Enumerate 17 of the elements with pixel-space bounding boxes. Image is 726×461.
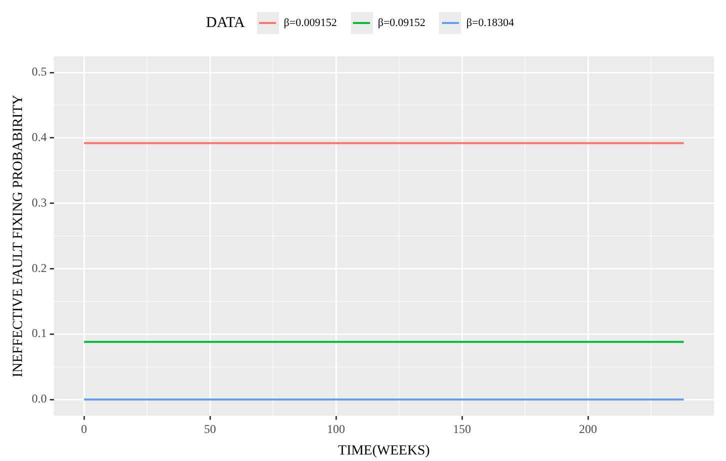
x-tick-label: 50 bbox=[204, 422, 216, 436]
legend-label: β=0.09152 bbox=[378, 17, 426, 29]
x-tick-label: 0 bbox=[81, 422, 88, 436]
y-tick-label: 0.1 bbox=[32, 326, 47, 340]
x-tick-label: 100 bbox=[327, 422, 346, 436]
legend-label: β=0.009152 bbox=[284, 17, 337, 29]
y-tick-label: 0.5 bbox=[32, 64, 47, 79]
y-tick-label: 0.0 bbox=[32, 392, 47, 406]
y-axis-title: INEFFECTIVE FAULT FIXING PROBABIRITY bbox=[11, 94, 26, 378]
legend-label: β=0.18304 bbox=[466, 17, 514, 29]
y-tick-label: 0.4 bbox=[32, 130, 47, 144]
y-tick-label: 0.2 bbox=[32, 260, 47, 275]
x-axis-title: TIME(WEEKS) bbox=[338, 443, 430, 458]
x-tick-label: 150 bbox=[453, 422, 472, 436]
x-tick-label: 200 bbox=[579, 422, 598, 436]
y-tick-label: 0.3 bbox=[32, 195, 47, 210]
legend-title: DATA bbox=[206, 14, 245, 32]
